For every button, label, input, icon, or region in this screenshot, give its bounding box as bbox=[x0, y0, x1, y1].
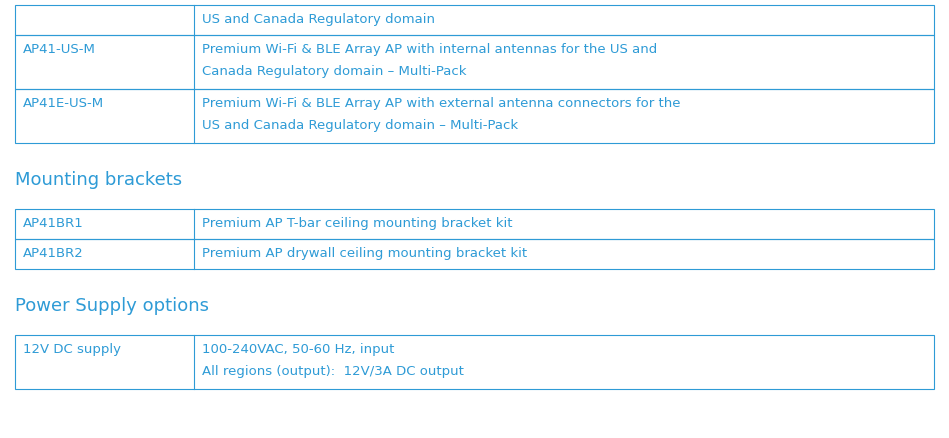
Bar bbox=[15, 209, 934, 239]
Text: US and Canada Regulatory domain: US and Canada Regulatory domain bbox=[202, 13, 436, 26]
Text: Premium Wi-Fi & BLE Array AP with external antenna connectors for the: Premium Wi-Fi & BLE Array AP with extern… bbox=[202, 97, 680, 110]
Bar bbox=[15, 335, 934, 389]
Text: 12V DC supply: 12V DC supply bbox=[23, 343, 121, 356]
Text: Power Supply options: Power Supply options bbox=[15, 297, 209, 315]
Text: Premium AP drywall ceiling mounting bracket kit: Premium AP drywall ceiling mounting brac… bbox=[202, 247, 528, 260]
Text: US and Canada Regulatory domain – Multi-Pack: US and Canada Regulatory domain – Multi-… bbox=[202, 119, 518, 132]
Bar bbox=[15, 89, 934, 143]
Text: Canada Regulatory domain – Multi-Pack: Canada Regulatory domain – Multi-Pack bbox=[202, 65, 467, 78]
Text: 100-240VAC, 50-60 Hz, input: 100-240VAC, 50-60 Hz, input bbox=[202, 343, 395, 356]
Text: All regions (output):  12V/3A DC output: All regions (output): 12V/3A DC output bbox=[202, 365, 464, 378]
Text: Premium Wi-Fi & BLE Array AP with internal antennas for the US and: Premium Wi-Fi & BLE Array AP with intern… bbox=[202, 43, 658, 56]
Text: AP41E-US-M: AP41E-US-M bbox=[23, 97, 104, 110]
Text: AP41BR2: AP41BR2 bbox=[23, 247, 84, 260]
Text: AP41BR1: AP41BR1 bbox=[23, 217, 84, 230]
Text: AP41-US-M: AP41-US-M bbox=[23, 43, 96, 56]
Text: Premium AP T-bar ceiling mounting bracket kit: Premium AP T-bar ceiling mounting bracke… bbox=[202, 217, 512, 230]
Bar bbox=[15, 239, 934, 269]
Text: Mounting brackets: Mounting brackets bbox=[15, 171, 182, 189]
Bar bbox=[15, 35, 934, 89]
Bar bbox=[15, 5, 934, 35]
